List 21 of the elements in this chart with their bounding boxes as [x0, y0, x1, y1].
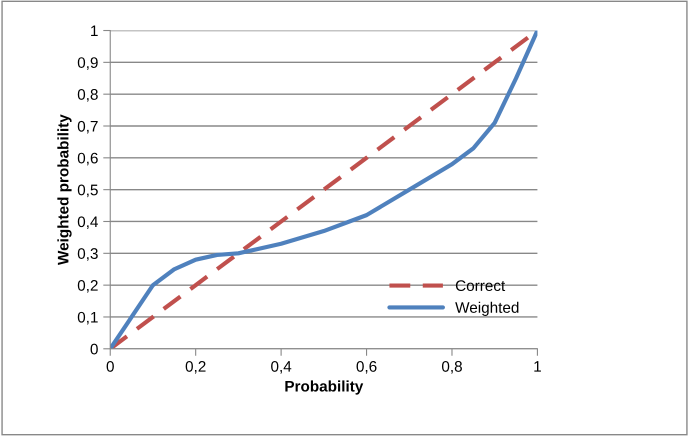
y-tick-label: 0,7 — [78, 120, 98, 134]
legend-label: Weighted — [455, 302, 518, 316]
x-tick-label: 0 — [106, 361, 114, 372]
y-tick-label: 0,8 — [78, 89, 98, 102]
y-tick-label: 0,5 — [78, 184, 98, 198]
y-tick-label: 0,6 — [78, 152, 98, 166]
y-tick-label: 0,9 — [78, 57, 98, 70]
x-tick-label: 1 — [534, 361, 541, 372]
x-axis-title: Probability — [285, 380, 364, 395]
y-axis-title: Weighted probability — [57, 114, 72, 266]
y-tick-label: 0,1 — [78, 312, 98, 324]
x-tick-label: 0,2 — [186, 361, 206, 374]
x-tick-label: 0,8 — [442, 361, 462, 374]
legend-label: Correct — [456, 280, 506, 292]
x-tick-label: 0,6 — [356, 361, 376, 374]
y-tick-label: 0,4 — [78, 216, 98, 229]
y-tick-label: 1 — [91, 26, 98, 36]
x-tick-label: 0,4 — [271, 361, 292, 374]
y-tick-label: 0 — [90, 344, 98, 354]
y-tick-label: 0,3 — [78, 248, 98, 261]
y-tick-label: 0,2 — [78, 280, 98, 293]
